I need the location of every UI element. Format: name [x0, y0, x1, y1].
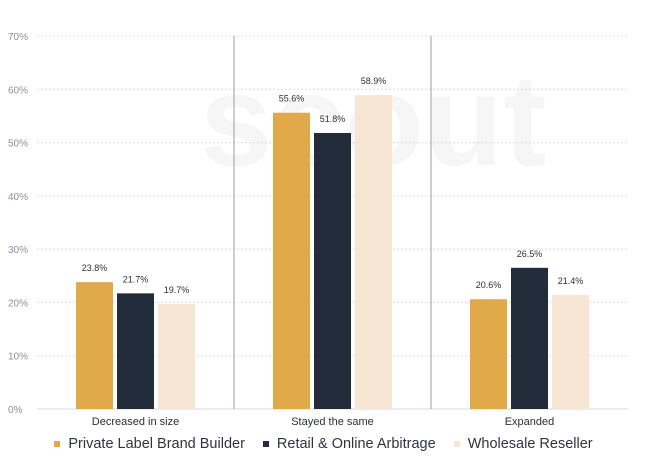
legend: Private Label Brand Builder Retail & Onl… — [0, 436, 647, 452]
data-label: 26.5% — [517, 249, 543, 259]
y-tick-label: 10% — [8, 352, 28, 363]
data-label: 51.8% — [320, 114, 346, 124]
legend-label-private-label: Private Label Brand Builder — [68, 436, 245, 452]
legend-swatch-private-label — [54, 441, 61, 447]
legend-swatch-wholesale — [453, 441, 460, 447]
data-label: 23.8% — [82, 263, 108, 273]
data-label: 21.4% — [558, 276, 584, 286]
x-category-label: Expanded — [505, 416, 555, 428]
y-tick-label: 0% — [8, 405, 23, 416]
y-tick-label: 20% — [8, 298, 28, 309]
bar — [355, 95, 392, 409]
legend-label-wholesale: Wholesale Reseller — [467, 436, 593, 452]
legend-item-private-label: Private Label Brand Builder — [54, 436, 245, 452]
data-label: 58.9% — [361, 76, 387, 86]
legend-label-retail-online: Retail & Online Arbitrage — [276, 436, 436, 452]
data-label: 19.7% — [164, 285, 190, 295]
legend-item-wholesale: Wholesale Reseller — [453, 436, 593, 452]
x-category-label: Decreased in size — [92, 416, 179, 428]
bar — [273, 112, 310, 409]
bar — [76, 282, 113, 409]
bar — [511, 267, 548, 409]
data-label: 20.6% — [476, 280, 502, 290]
bar — [314, 132, 351, 410]
data-label: 21.7% — [123, 274, 149, 284]
legend-swatch-retail-online — [262, 441, 269, 447]
data-label: 55.6% — [279, 94, 305, 104]
y-tick-label: 50% — [8, 139, 28, 150]
bar — [117, 293, 154, 409]
bar — [470, 299, 507, 409]
bar — [158, 304, 195, 409]
y-tick-label: 40% — [8, 192, 28, 203]
y-tick-label: 70% — [8, 32, 28, 43]
y-tick-label: 30% — [8, 245, 28, 256]
y-tick-label: 60% — [8, 85, 28, 96]
legend-item-retail-online: Retail & Online Arbitrage — [262, 436, 436, 452]
x-category-label: Stayed the same — [291, 416, 374, 428]
bar — [552, 294, 589, 409]
